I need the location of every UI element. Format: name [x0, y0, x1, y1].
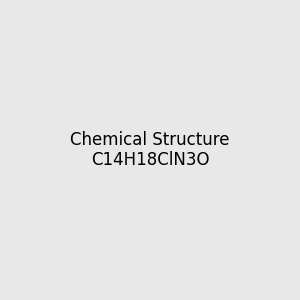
Text: Chemical Structure
C14H18ClN3O: Chemical Structure C14H18ClN3O	[70, 130, 230, 170]
